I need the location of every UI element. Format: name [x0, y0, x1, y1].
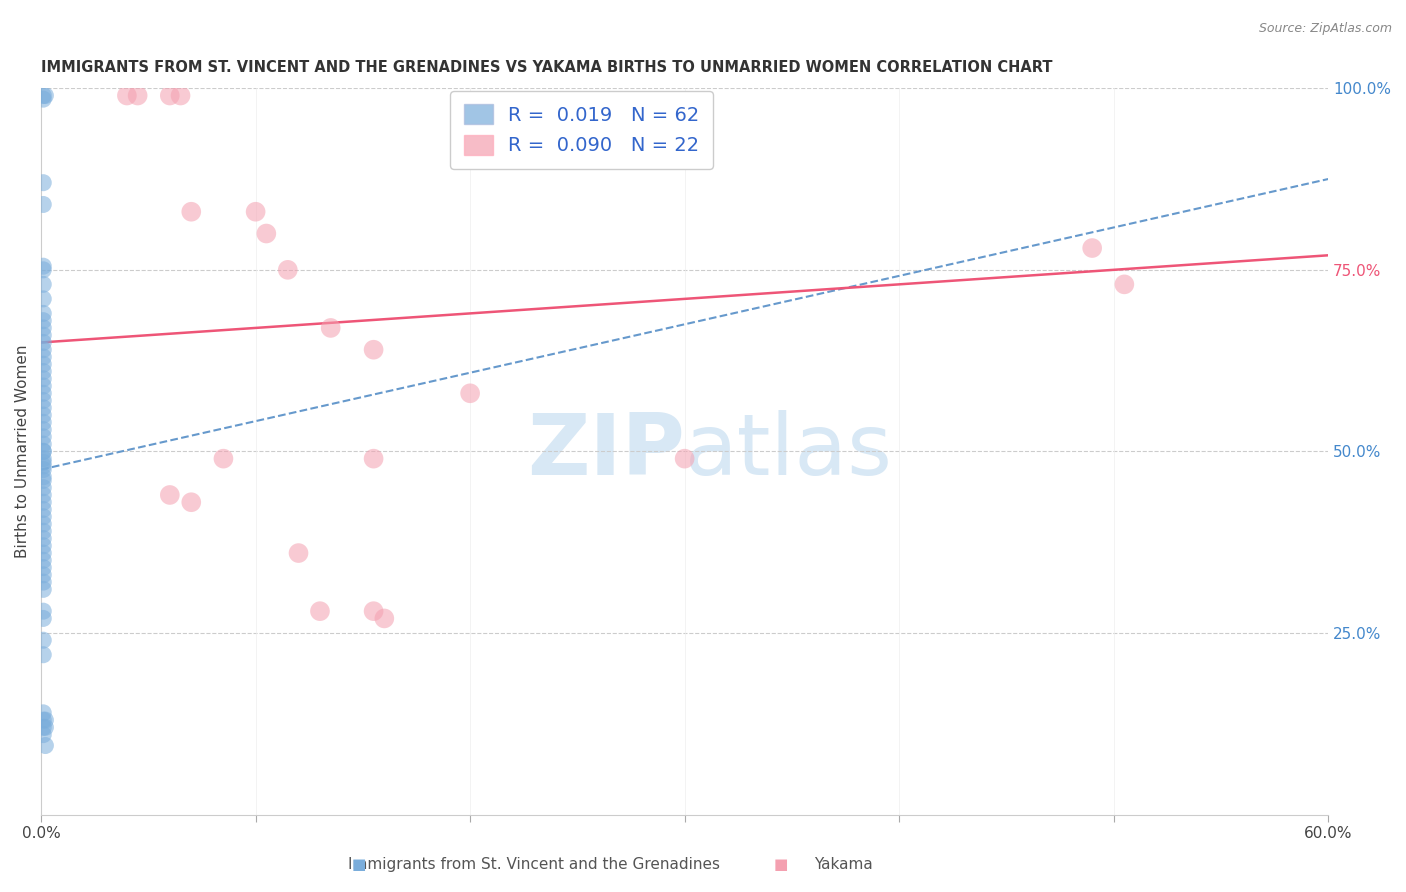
- Point: [169, 88, 191, 103]
- Text: ■: ■: [352, 857, 366, 872]
- Text: atlas: atlas: [685, 410, 893, 493]
- Point: [32, 335, 55, 350]
- Point: [32, 386, 55, 401]
- Point: [159, 488, 181, 502]
- Text: ZIP: ZIP: [527, 410, 685, 493]
- Point: [245, 204, 267, 219]
- Text: Source: ZipAtlas.com: Source: ZipAtlas.com: [1258, 22, 1392, 36]
- Text: Immigrants from St. Vincent and the Grenadines: Immigrants from St. Vincent and the Gren…: [349, 857, 720, 872]
- Point: [32, 328, 55, 343]
- Point: [32, 259, 55, 273]
- Point: [32, 393, 55, 408]
- Point: [32, 277, 55, 292]
- Point: [180, 495, 202, 509]
- Point: [32, 706, 55, 720]
- Point: [32, 546, 55, 560]
- Point: [34, 713, 56, 727]
- Point: [32, 575, 55, 590]
- Point: [159, 88, 181, 103]
- Point: [32, 313, 55, 327]
- Point: [32, 408, 55, 422]
- Point: [373, 611, 395, 625]
- Point: [32, 401, 55, 415]
- Point: [32, 516, 55, 531]
- Point: [32, 321, 55, 335]
- Point: [32, 444, 55, 458]
- Point: [32, 560, 55, 574]
- Point: [32, 611, 55, 625]
- Text: Yakama: Yakama: [814, 857, 873, 872]
- Point: [673, 451, 696, 466]
- Point: [115, 88, 138, 103]
- Point: [32, 539, 55, 553]
- Point: [32, 350, 55, 364]
- Y-axis label: Births to Unmarried Women: Births to Unmarried Women: [15, 344, 30, 558]
- Point: [277, 262, 299, 277]
- Point: [32, 728, 55, 742]
- Point: [32, 553, 55, 567]
- Point: [32, 462, 55, 476]
- Point: [32, 343, 55, 357]
- Point: [32, 306, 55, 320]
- Point: [32, 604, 55, 618]
- Point: [32, 92, 55, 106]
- Point: [212, 451, 235, 466]
- Point: [287, 546, 309, 560]
- Point: [319, 321, 342, 335]
- Point: [32, 444, 55, 458]
- Point: [34, 720, 56, 734]
- Point: [32, 532, 55, 546]
- Point: [32, 357, 55, 371]
- Point: [363, 451, 385, 466]
- Point: [32, 197, 55, 211]
- Legend: R =  0.019   N = 62, R =  0.090   N = 22: R = 0.019 N = 62, R = 0.090 N = 22: [450, 91, 713, 169]
- Point: [32, 495, 55, 509]
- Point: [32, 455, 55, 469]
- Point: [34, 88, 56, 103]
- Point: [32, 502, 55, 516]
- Point: [32, 176, 55, 190]
- Point: [32, 509, 55, 524]
- Point: [34, 739, 56, 753]
- Point: [363, 343, 385, 357]
- Point: [32, 488, 55, 502]
- Point: [32, 633, 55, 648]
- Point: [1114, 277, 1136, 292]
- Point: [32, 372, 55, 386]
- Point: [32, 458, 55, 473]
- Text: IMMIGRANTS FROM ST. VINCENT AND THE GRENADINES VS YAKAMA BIRTHS TO UNMARRIED WOM: IMMIGRANTS FROM ST. VINCENT AND THE GREN…: [41, 60, 1053, 75]
- Point: [32, 474, 55, 488]
- Point: [32, 451, 55, 466]
- Point: [32, 364, 55, 378]
- Point: [254, 227, 277, 241]
- Point: [458, 386, 481, 401]
- Point: [32, 648, 55, 662]
- Point: [127, 88, 149, 103]
- Point: [32, 437, 55, 451]
- Point: [363, 604, 385, 618]
- Point: [309, 604, 332, 618]
- Point: [32, 481, 55, 495]
- Point: [32, 88, 55, 103]
- Point: [32, 430, 55, 444]
- Point: [32, 720, 55, 734]
- Point: [32, 423, 55, 437]
- Point: [180, 204, 202, 219]
- Point: [32, 582, 55, 597]
- Point: [32, 470, 55, 484]
- Text: ■: ■: [773, 857, 787, 872]
- Point: [32, 379, 55, 393]
- Point: [1081, 241, 1104, 255]
- Point: [32, 415, 55, 429]
- Point: [32, 713, 55, 727]
- Point: [32, 262, 55, 277]
- Point: [32, 292, 55, 306]
- Point: [32, 524, 55, 539]
- Point: [32, 567, 55, 582]
